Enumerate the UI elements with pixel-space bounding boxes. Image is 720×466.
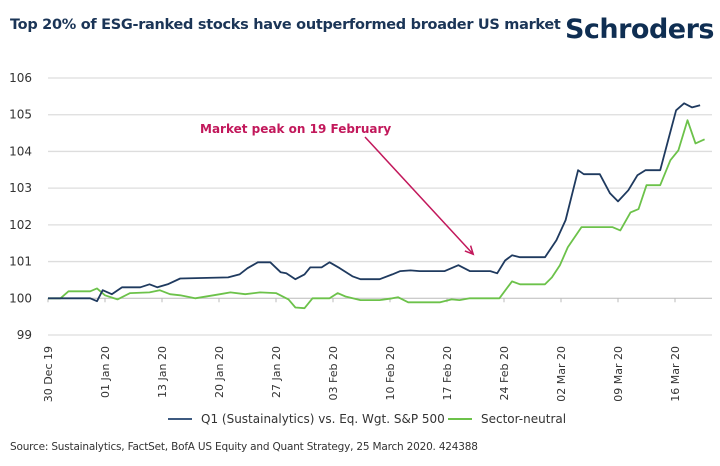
legend-item-q1[interactable]: Q1 (Sustainalytics) vs. Eq. Wgt. S&P 500 — [168, 412, 445, 426]
x-axis-ticks: 30 Dec 19 01 Jan 20 13 Jan 20 20 Jan 20 27 J… — [42, 298, 682, 402]
schroders-logo: Schroders — [564, 14, 715, 45]
y-tick-label: 103 — [9, 181, 32, 195]
y-tick-label: 101 — [9, 255, 32, 269]
y-axis-ticks: 99 100 101 102 103 104 105 106 — [9, 71, 32, 342]
x-tick-label: 13 Jan 20 — [156, 346, 169, 398]
y-tick-label: 99 — [17, 328, 32, 342]
x-tick-label: 27 Jan 20 — [270, 346, 283, 398]
series-line-q1 — [48, 102, 701, 303]
x-tick-label: 09 Mar 20 — [612, 346, 625, 402]
x-tick-label: 24 Feb 20 — [498, 346, 511, 400]
legend-label-q1: Q1 (Sustainalytics) vs. Eq. Wgt. S&P 500 — [201, 412, 445, 426]
x-tick-label: 16 Mar 20 — [669, 346, 682, 402]
y-tick-label: 105 — [9, 108, 32, 122]
series-line-sector — [48, 119, 705, 310]
chart-title: Top 20% of ESG-ranked stocks have outper… — [10, 17, 561, 33]
x-tick-label: 02 Mar 20 — [555, 346, 568, 402]
legend-swatch-q1 — [168, 418, 192, 420]
x-tick-label: 17 Feb 20 — [441, 346, 454, 400]
source-note: Source: Sustainalytics, FactSet, BofA US… — [10, 441, 478, 453]
x-tick-label: 20 Jan 20 — [213, 346, 226, 398]
line-chart: 99 100 101 102 103 104 105 106 30 Dec 19 01 Jan … — [9, 71, 712, 402]
legend: Q1 (Sustainalytics) vs. Eq. Wgt. S&P 500… — [0, 408, 720, 430]
y-tick-label: 104 — [9, 144, 32, 158]
annotation-arrow — [364, 136, 474, 255]
legend-swatch-sector-neutral — [448, 418, 472, 420]
y-tick-label: 100 — [9, 291, 32, 305]
x-tick-label: 10 Feb 20 — [384, 346, 397, 400]
y-tick-label: 106 — [9, 71, 32, 85]
y-tick-label: 102 — [9, 218, 32, 232]
annotation-group: Market peak on 19 February — [200, 122, 475, 256]
series-lines — [48, 102, 705, 310]
annotation-market-peak: Market peak on 19 February — [200, 122, 391, 136]
x-tick-label: 30 Dec 19 — [42, 346, 55, 402]
x-tick-label: 01 Jan 20 — [99, 346, 112, 398]
x-tick-label: 03 Feb 20 — [327, 346, 340, 400]
gridlines — [48, 77, 712, 336]
annotation-arrowhead — [464, 245, 475, 256]
legend-label-sector-neutral: Sector-neutral — [481, 412, 567, 426]
legend-item-sector-neutral[interactable]: Sector-neutral — [448, 412, 566, 426]
